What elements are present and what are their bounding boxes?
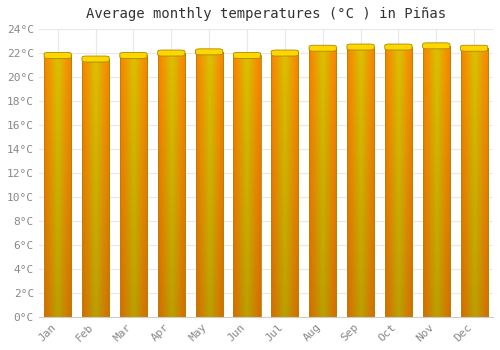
Bar bbox=[158, 53, 185, 317]
FancyBboxPatch shape bbox=[309, 45, 336, 51]
Bar bbox=[271, 53, 298, 317]
Bar bbox=[44, 55, 72, 317]
FancyBboxPatch shape bbox=[82, 56, 109, 62]
FancyBboxPatch shape bbox=[422, 43, 450, 49]
Bar bbox=[385, 47, 412, 317]
Bar bbox=[347, 47, 374, 317]
Bar bbox=[309, 48, 336, 317]
Bar bbox=[422, 46, 450, 317]
Bar bbox=[82, 59, 109, 317]
FancyBboxPatch shape bbox=[234, 52, 260, 58]
FancyBboxPatch shape bbox=[44, 52, 72, 58]
Bar bbox=[460, 48, 488, 317]
Bar bbox=[196, 52, 223, 317]
FancyBboxPatch shape bbox=[196, 49, 223, 55]
Bar bbox=[120, 55, 147, 317]
FancyBboxPatch shape bbox=[347, 44, 374, 50]
FancyBboxPatch shape bbox=[271, 50, 298, 56]
FancyBboxPatch shape bbox=[385, 44, 412, 50]
FancyBboxPatch shape bbox=[460, 45, 488, 51]
FancyBboxPatch shape bbox=[120, 52, 147, 58]
Bar bbox=[234, 55, 260, 317]
Title: Average monthly temperatures (°C ) in Piñas: Average monthly temperatures (°C ) in Pi… bbox=[86, 7, 446, 21]
FancyBboxPatch shape bbox=[158, 50, 185, 56]
